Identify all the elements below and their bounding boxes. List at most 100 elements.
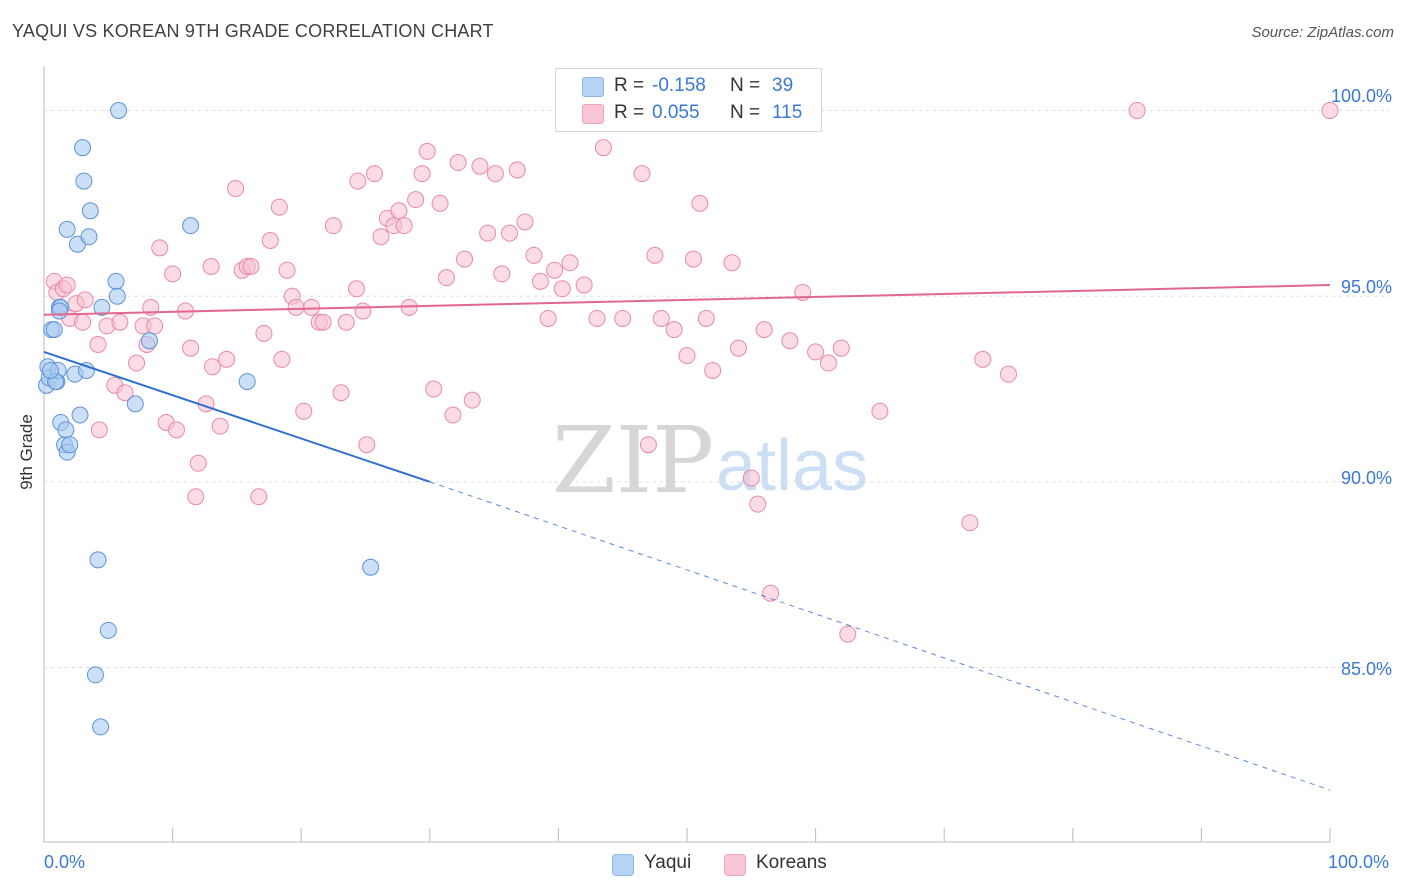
korean-point <box>444 406 462 424</box>
yaqui-point <box>58 220 76 238</box>
y-axis-label: 9th Grade <box>17 414 36 490</box>
yaqui-point <box>74 139 92 157</box>
korean-point <box>594 139 612 157</box>
yaqui-point <box>61 436 79 454</box>
korean-point <box>202 257 220 275</box>
korean-point <box>807 343 825 361</box>
korean-point <box>438 269 456 287</box>
legend-r-label: R = <box>614 102 645 123</box>
yaqui-point <box>93 298 111 316</box>
legend-row-yaqui: R = -0.158 N = 39 <box>556 73 821 99</box>
korean-point <box>227 180 245 198</box>
korean-point <box>684 250 702 268</box>
legend-r-value: 0.055 <box>652 102 700 123</box>
korean-point <box>1000 365 1017 383</box>
korean-point <box>287 298 305 316</box>
korean-point <box>974 350 992 368</box>
yaqui-point <box>362 558 380 576</box>
korean-point <box>704 361 722 379</box>
korean-point <box>508 161 526 179</box>
korean-point <box>425 380 443 398</box>
korean-point <box>742 469 760 487</box>
korean-point <box>652 309 670 327</box>
korean-point <box>189 454 207 472</box>
y-tick-label-95: 95.0% <box>1340 277 1392 297</box>
legend-n-label: N = <box>730 102 761 123</box>
korean-point <box>781 332 799 350</box>
legend-r-value: -0.158 <box>652 75 706 96</box>
source-label: Source: ZipAtlas.com <box>1251 24 1394 41</box>
trend-lines <box>43 284 1331 791</box>
korean-point <box>337 313 355 331</box>
korean-point <box>211 417 229 435</box>
korean-point <box>471 157 489 175</box>
korean-point <box>255 324 273 342</box>
korean-point <box>187 488 205 506</box>
watermark-atlas: atlas <box>716 426 868 506</box>
korean-point <box>463 391 481 409</box>
korean-point <box>646 246 664 264</box>
korean-point <box>278 261 296 279</box>
legend-r-label: R = <box>614 75 645 96</box>
korean-point <box>314 313 332 331</box>
legend-n-value: 39 <box>772 75 794 96</box>
korean-point <box>553 280 571 298</box>
korean-point <box>697 309 715 327</box>
watermark: ZIP atlas <box>552 407 868 514</box>
korean-point <box>1321 102 1339 120</box>
bottom-legend-label-koreans: Koreans <box>756 852 827 873</box>
yaqui-trend-line <box>43 350 431 483</box>
yaqui-point <box>86 666 104 684</box>
korean-point <box>203 358 221 376</box>
korean-point <box>302 298 320 316</box>
yaqui-trend-extension <box>429 481 1331 791</box>
korean-point <box>418 142 436 160</box>
korean-point <box>242 257 260 275</box>
korean-point <box>633 165 651 183</box>
korean-point <box>332 384 350 402</box>
korean-point <box>395 217 413 235</box>
axes <box>43 66 1331 843</box>
yaqui-point <box>110 102 128 120</box>
stats-legend: R = -0.158 N = 39 R = 0.055 N = 115 <box>555 68 822 132</box>
korean-point <box>871 402 889 420</box>
chart-title: YAQUI VS KOREAN 9TH GRADE CORRELATION CH… <box>12 21 494 41</box>
yaqui-point <box>140 332 158 350</box>
korean-point <box>58 276 76 294</box>
korean-point <box>76 291 94 309</box>
x-tick-label-max: 100.0% <box>1328 852 1390 872</box>
korean-point <box>839 625 857 643</box>
yaqui-point <box>89 551 107 569</box>
korean-point <box>723 254 741 272</box>
legend-n-label: N = <box>730 75 761 96</box>
korean-point <box>349 172 367 190</box>
korean-point <box>295 402 313 420</box>
yaqui-point <box>80 228 98 246</box>
korean-point <box>270 198 288 216</box>
bottom-legend-swatch-koreans <box>724 854 746 876</box>
korean-point <box>588 309 606 327</box>
korean-point <box>354 302 372 320</box>
korean-point <box>486 165 504 183</box>
korean-point <box>358 436 376 454</box>
korean-point <box>449 154 467 172</box>
korean-point <box>614 309 632 327</box>
korean-point <box>261 232 279 250</box>
legend-swatch-yaqui <box>582 77 604 97</box>
korean-point <box>546 261 564 279</box>
yaqui-point <box>71 406 89 424</box>
korean-point <box>665 321 683 339</box>
korean-point <box>531 272 549 290</box>
korean-point <box>501 224 519 242</box>
korean-point <box>525 246 543 264</box>
bottom-legend-label-yaqui: Yaqui <box>644 852 692 873</box>
korean-point <box>749 495 767 513</box>
y-tick-label-90: 90.0% <box>1340 468 1392 488</box>
korean-point <box>218 350 236 368</box>
yaqui-point <box>50 302 68 320</box>
korean-point <box>691 194 709 212</box>
korean-point <box>561 254 579 272</box>
korean-point <box>413 165 431 183</box>
korean-point <box>128 354 146 372</box>
